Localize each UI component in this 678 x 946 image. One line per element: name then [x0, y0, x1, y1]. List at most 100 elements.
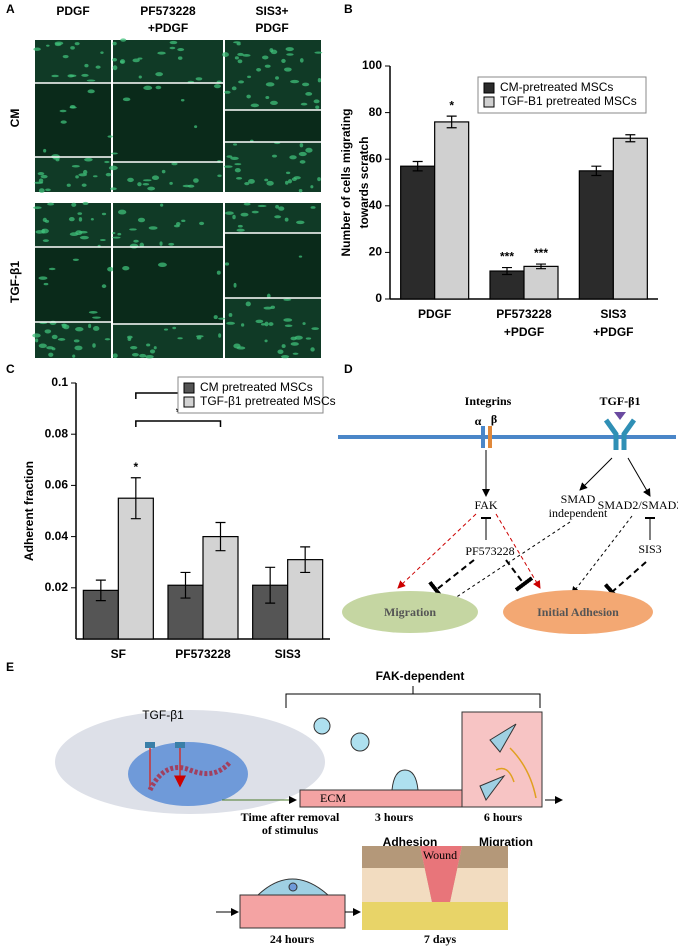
cell: [139, 242, 145, 248]
cell: [281, 355, 290, 359]
cell: [275, 76, 279, 80]
cell: [300, 102, 308, 106]
cell: [236, 346, 246, 350]
cell: [232, 214, 236, 220]
bar: [434, 121, 470, 300]
cell: [157, 51, 166, 55]
cell: [42, 239, 49, 243]
error-bar: [215, 521, 226, 552]
cell: [217, 174, 222, 178]
cell: [88, 323, 92, 329]
cell: [107, 266, 114, 272]
cell: [314, 51, 323, 54]
cell: [34, 338, 39, 343]
cell: [32, 333, 41, 338]
cell: [69, 106, 77, 109]
cell: [92, 343, 96, 348]
cell: [283, 318, 293, 322]
row-header: TGF-β1: [8, 261, 22, 303]
cell: [250, 103, 260, 108]
label: FAK: [474, 498, 497, 512]
cell: [62, 54, 69, 59]
y-tick-label: 0.08: [45, 426, 69, 440]
cell: [169, 181, 173, 185]
cell: [92, 175, 98, 178]
timeline-diagram: FAK-dependent TGF-β1 Time after removal o…: [55, 669, 563, 946]
cell: [104, 160, 110, 164]
cell: [90, 217, 94, 221]
cell: [137, 217, 146, 223]
cell: [199, 221, 205, 226]
cell: [48, 267, 56, 271]
cell: [290, 79, 300, 84]
error-bar: [265, 566, 276, 604]
cell: [224, 90, 231, 94]
arrow: [397, 513, 477, 589]
cell: [281, 58, 286, 63]
cell: [265, 95, 270, 100]
ligand: [614, 412, 626, 420]
cell: [81, 183, 87, 187]
cell: [38, 343, 47, 349]
cell: [42, 217, 47, 223]
cell: [301, 82, 310, 87]
cell: [169, 40, 178, 45]
cell: [68, 216, 75, 222]
cell: [233, 282, 237, 288]
panel-label: A: [6, 2, 15, 16]
x-tick-label: SIS3 +PDGF: [593, 307, 633, 339]
cell: [291, 177, 297, 182]
cell: [63, 324, 70, 330]
scratch: [113, 247, 223, 324]
track: [495, 747, 537, 799]
cell: [234, 163, 242, 166]
cell: [138, 75, 142, 79]
error-bar: [502, 266, 512, 276]
cell: [237, 52, 244, 56]
fat-layer: [362, 902, 508, 930]
cell: [313, 99, 320, 104]
inhibit: [428, 559, 475, 600]
cell: [137, 182, 142, 187]
annotation: ***: [500, 250, 514, 264]
cell: [270, 100, 278, 106]
cell: [315, 105, 320, 109]
cell: [285, 171, 291, 175]
error-bar: [591, 165, 602, 177]
legend-label: CM pretreated MSCs: [200, 380, 313, 394]
error-bar: [300, 546, 311, 574]
cell: [146, 343, 151, 347]
cell: [238, 80, 245, 84]
cell: [75, 230, 83, 236]
cell: [84, 157, 93, 162]
cell: [260, 323, 266, 326]
cell: [72, 258, 79, 261]
cell: [127, 177, 134, 183]
label: 3 hours: [375, 810, 414, 824]
cell: [216, 270, 221, 275]
cell: [177, 337, 183, 340]
cell: [257, 204, 267, 208]
cell: [194, 125, 198, 129]
legend-swatch: [183, 382, 195, 394]
cell: [82, 201, 89, 206]
cell: [168, 242, 175, 246]
cell: [74, 345, 83, 351]
cell: [305, 337, 312, 340]
cell: [38, 188, 45, 193]
cell: [317, 78, 322, 83]
cell: [75, 175, 79, 179]
error-bar: [446, 115, 457, 129]
column-header: SIS3+ PDGF: [255, 4, 288, 35]
cell: [59, 109, 67, 113]
bracket: [135, 420, 222, 427]
cell: [78, 173, 88, 177]
cell: [181, 219, 186, 222]
cell: [108, 165, 118, 171]
cell: [292, 352, 299, 355]
matrix: [239, 894, 346, 929]
cell: [218, 317, 226, 320]
cell: [244, 182, 250, 186]
cell: [234, 167, 241, 173]
cell: [296, 220, 305, 225]
